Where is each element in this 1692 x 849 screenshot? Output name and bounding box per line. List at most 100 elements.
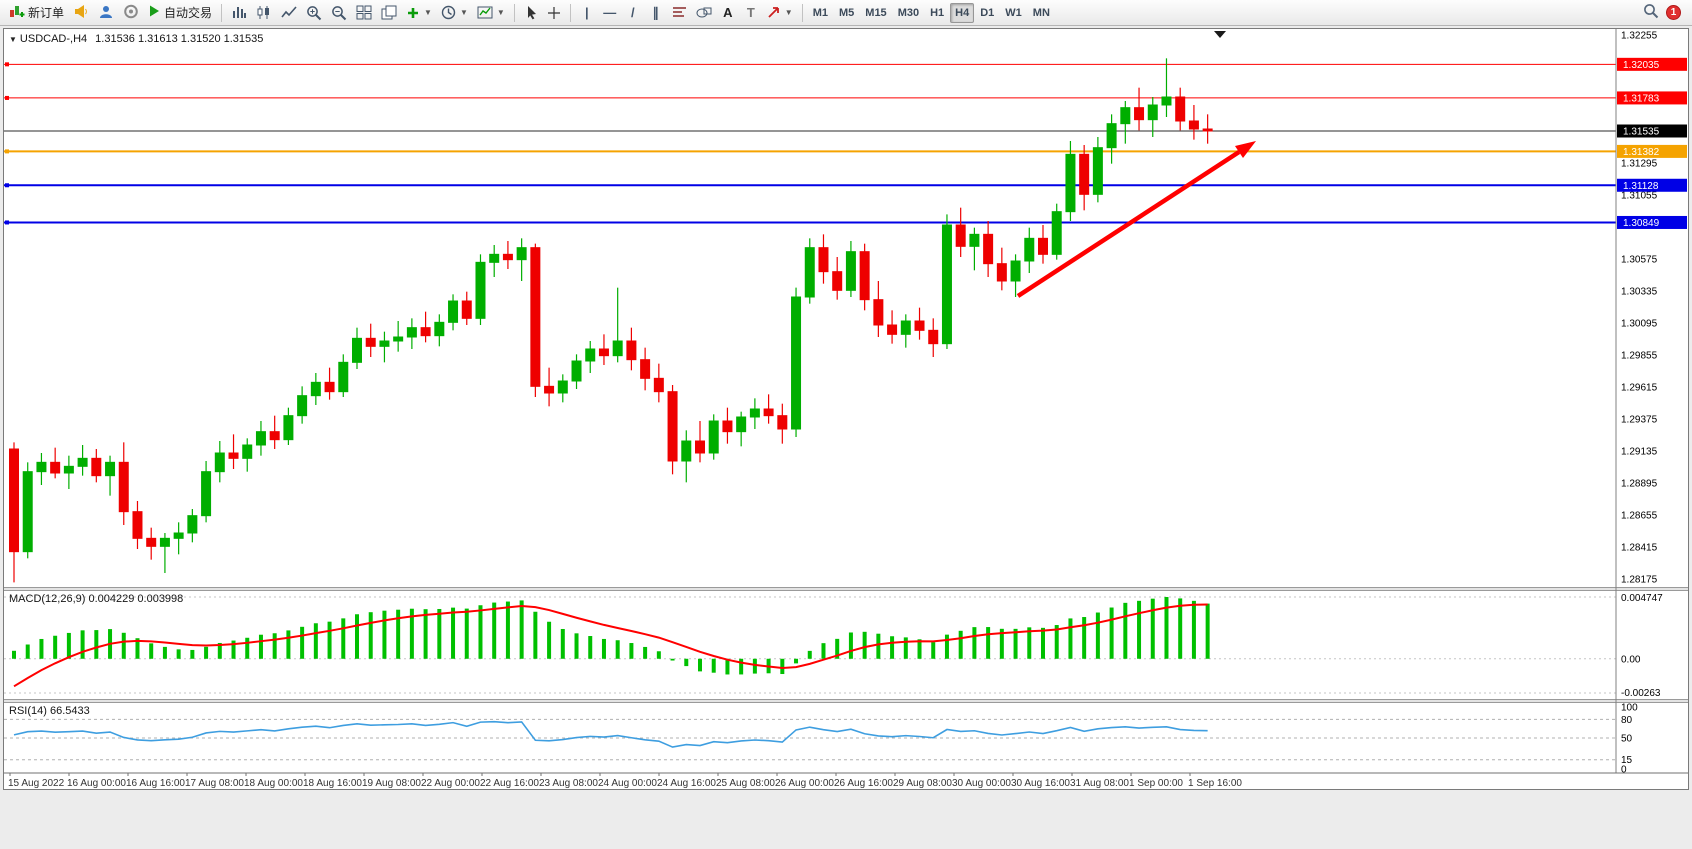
timeframe-M30[interactable]: M30 bbox=[893, 3, 924, 23]
profile-icon bbox=[98, 4, 114, 22]
notification-badge[interactable]: 1 bbox=[1666, 5, 1681, 20]
svg-text:1.28415: 1.28415 bbox=[1621, 543, 1658, 554]
tile-windows-button[interactable] bbox=[352, 2, 376, 24]
crosshair-tool-button[interactable] bbox=[543, 2, 565, 24]
candle-body bbox=[708, 420, 719, 454]
svg-text:0.004747: 0.004747 bbox=[1621, 593, 1663, 604]
candle-body bbox=[585, 348, 596, 362]
shapes-tool-button[interactable] bbox=[692, 2, 716, 24]
chart-canvas[interactable]: 1.32255 1.31295 1.31055 1.30575 1.30335 1.300… bbox=[4, 29, 1688, 789]
chart-ohlc-values: 1.31536 1.31613 1.31520 1.31535 bbox=[95, 33, 264, 45]
svg-text:1.31382: 1.31382 bbox=[1623, 147, 1660, 158]
search-button[interactable] bbox=[1639, 2, 1663, 24]
new-order-button[interactable]: 新订单 bbox=[5, 2, 68, 24]
svg-text:26 Aug 16:00: 26 Aug 16:00 bbox=[834, 778, 893, 789]
svg-text:1.29855: 1.29855 bbox=[1621, 351, 1658, 362]
timeframe-D1[interactable]: D1 bbox=[975, 3, 999, 23]
candle-body bbox=[91, 457, 102, 477]
chart-collapse-icon[interactable]: ▼ bbox=[9, 35, 17, 44]
candle-body bbox=[50, 461, 61, 474]
pane-splitter-2[interactable] bbox=[4, 699, 1688, 703]
current-price-badge bbox=[1617, 124, 1687, 138]
trendline-tool-button[interactable]: / bbox=[622, 2, 644, 24]
channel-tool-button[interactable]: ∥ bbox=[645, 2, 667, 24]
horizontal-line-tool-button[interactable]: — bbox=[599, 2, 621, 24]
hline-handle[interactable] bbox=[5, 183, 9, 188]
svg-text:1.31128: 1.31128 bbox=[1623, 181, 1659, 192]
timeframe-H1[interactable]: H1 bbox=[925, 3, 949, 23]
candle-body bbox=[873, 299, 884, 326]
candle-body bbox=[749, 408, 760, 418]
line-chart-button[interactable] bbox=[277, 2, 301, 24]
toolbar-separator bbox=[801, 3, 803, 22]
candle-body bbox=[1010, 260, 1021, 282]
cursor-tool-button[interactable] bbox=[520, 2, 542, 24]
indicators-button[interactable]: ▼ bbox=[402, 2, 436, 24]
bar-chart-button[interactable] bbox=[227, 2, 251, 24]
svg-text:15: 15 bbox=[1621, 755, 1633, 766]
candlestick-chart-button[interactable] bbox=[252, 2, 276, 24]
svg-text:1.29615: 1.29615 bbox=[1621, 383, 1658, 394]
chevron-down-icon: ▼ bbox=[496, 8, 505, 17]
candle-body bbox=[434, 321, 445, 337]
pane-splitter-1[interactable] bbox=[4, 587, 1688, 591]
timeframe-M15[interactable]: M15 bbox=[860, 3, 891, 23]
candle-body bbox=[695, 440, 705, 454]
candle-body bbox=[557, 380, 568, 394]
autotrade-button[interactable]: 自动交易 bbox=[144, 2, 216, 24]
svg-text:16 Aug 00:00: 16 Aug 00:00 bbox=[67, 778, 126, 789]
candle-body bbox=[640, 359, 651, 379]
community-button[interactable] bbox=[119, 2, 143, 24]
zoom-out-button[interactable] bbox=[327, 2, 351, 24]
vertical-line-tool-button[interactable]: | bbox=[576, 2, 598, 24]
text-label-tool-button[interactable]: T bbox=[740, 2, 762, 24]
templates-button[interactable]: ▼ bbox=[473, 2, 509, 24]
candle-body bbox=[571, 360, 582, 382]
hline-handle[interactable] bbox=[5, 220, 9, 225]
candle-body bbox=[1024, 237, 1035, 262]
svg-text:1.29135: 1.29135 bbox=[1621, 447, 1658, 458]
timeframe-M5[interactable]: M5 bbox=[834, 3, 859, 23]
text-tool-button[interactable]: A bbox=[717, 2, 739, 24]
svg-text:29 Aug 08:00: 29 Aug 08:00 bbox=[893, 778, 952, 789]
candle-body bbox=[887, 324, 898, 335]
svg-text:24 Aug 00:00: 24 Aug 00:00 bbox=[598, 778, 657, 789]
price-axis[interactable]: 1.32255 1.31295 1.31055 1.30575 1.30335 1.300… bbox=[1615, 29, 1687, 773]
timeframe-M1[interactable]: M1 bbox=[808, 3, 833, 23]
macd-histogram bbox=[12, 597, 1210, 675]
macd-signal-line bbox=[13, 603, 1208, 688]
timeframe-MN[interactable]: MN bbox=[1028, 3, 1055, 23]
profile-button[interactable] bbox=[94, 2, 118, 24]
timeframe-W1[interactable]: W1 bbox=[1000, 3, 1027, 23]
hline-handle[interactable] bbox=[5, 62, 9, 67]
candle-body bbox=[338, 361, 349, 393]
price-badge-1.31128 bbox=[1617, 178, 1687, 192]
cascade-windows-button[interactable] bbox=[377, 2, 401, 24]
megaphone-button[interactable] bbox=[69, 2, 93, 24]
candle-body bbox=[626, 340, 637, 361]
time-marker-icon[interactable] bbox=[1214, 31, 1226, 38]
time-axis[interactable]: 15 Aug 2022 16 Aug 00:00 16 Aug 16:00 17 Au… bbox=[4, 772, 1688, 789]
svg-text:1.30095: 1.30095 bbox=[1621, 319, 1658, 330]
fibonacci-tool-button[interactable] bbox=[668, 2, 691, 24]
candle-body bbox=[379, 340, 390, 347]
timeframe-H4[interactable]: H4 bbox=[950, 2, 975, 23]
toolbar: 新订单 自动交易 ▼ ▼ ▼ | — / ∥ A T ▼ M1 M5 M15 M30 H… bbox=[0, 0, 1692, 26]
community-icon bbox=[123, 4, 139, 22]
candle-body bbox=[763, 408, 774, 417]
hline-handle[interactable] bbox=[5, 149, 9, 154]
candle-body bbox=[269, 431, 280, 441]
candle-body bbox=[516, 247, 527, 261]
svg-text:1.31783: 1.31783 bbox=[1623, 93, 1660, 104]
arrows-tool-button[interactable]: ▼ bbox=[763, 2, 797, 24]
hline-handle[interactable] bbox=[5, 95, 9, 100]
periods-button[interactable]: ▼ bbox=[437, 2, 472, 24]
zoom-in-button[interactable] bbox=[302, 2, 326, 24]
candle-body bbox=[461, 300, 472, 319]
candle-body bbox=[448, 300, 459, 323]
toolbar-separator bbox=[569, 3, 571, 22]
svg-text:30 Aug 00:00: 30 Aug 00:00 bbox=[952, 778, 1011, 789]
trend-arrow[interactable] bbox=[1016, 141, 1256, 298]
